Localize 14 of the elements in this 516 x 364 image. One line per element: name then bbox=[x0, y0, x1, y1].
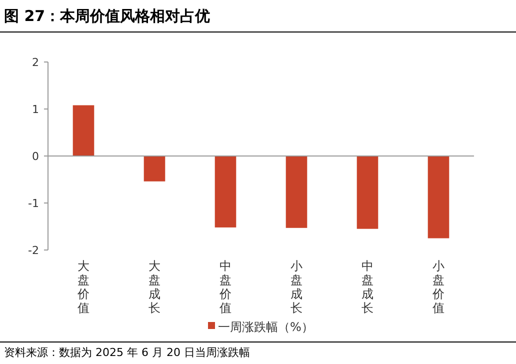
x-tick-label: 大盘价值 bbox=[76, 259, 90, 315]
y-tick-label: 0 bbox=[32, 150, 39, 163]
x-tick-label: 中盘成长 bbox=[362, 259, 374, 315]
y-tick-label: -1 bbox=[28, 196, 39, 210]
y-tick-label: 1 bbox=[32, 102, 39, 116]
y-tick-label: -2 bbox=[28, 244, 39, 257]
x-tick-label: 小盘成长 bbox=[290, 259, 302, 315]
chart-title: 图 27：本周价值风格相对占优 bbox=[4, 7, 210, 25]
text: 资料来源：数据为 2025 年 6 月 20 日当周涨跌幅 bbox=[4, 346, 250, 359]
x-tick-label: 小盘价值 bbox=[432, 259, 444, 315]
legend-label: 一周涨跌幅（%） bbox=[218, 320, 314, 334]
x-tick-label: 中盘价值 bbox=[218, 259, 232, 315]
x-tick-label: 大盘成长 bbox=[148, 259, 160, 315]
y-tick-label: 2 bbox=[32, 56, 39, 69]
